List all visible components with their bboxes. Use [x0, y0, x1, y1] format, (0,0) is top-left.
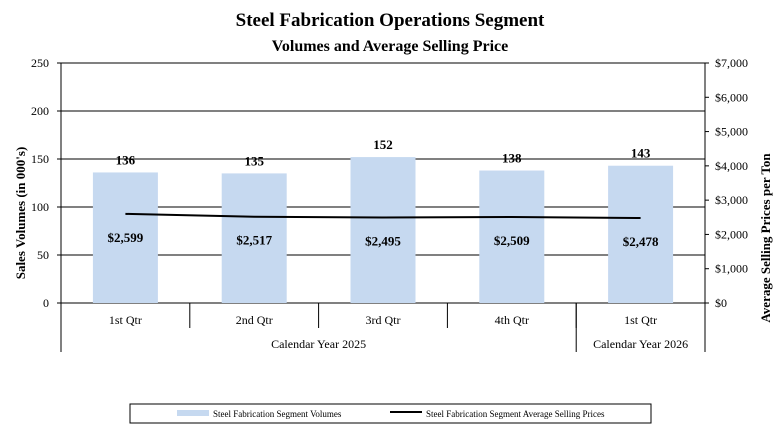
legend-label-bars: Steel Fabrication Segment Volumes — [213, 409, 342, 419]
y-axis-title: Sales Volumes (in 000's) — [13, 147, 28, 280]
bar — [608, 165, 674, 303]
y2-tick-label: $0 — [715, 296, 727, 310]
y-tick-label: 100 — [31, 200, 49, 214]
y-tick-label: 250 — [31, 56, 49, 70]
category-label: 1st Qtr — [624, 313, 657, 327]
y2-tick-label: $2,000 — [715, 227, 748, 241]
bar — [479, 170, 545, 303]
category-label: 2nd Qtr — [236, 313, 273, 327]
y2-tick-label: $4,000 — [715, 159, 748, 173]
price-value-label: $2,478 — [623, 234, 659, 249]
legend-swatch-bars — [177, 410, 209, 416]
y2-tick-label: $7,000 — [715, 56, 748, 70]
y2-axis-title: Average Selling Prices per Ton — [758, 153, 773, 323]
y2-tick-label: $6,000 — [715, 90, 748, 104]
bar-value-label: 152 — [373, 137, 393, 152]
y-tick-label: 200 — [31, 104, 49, 118]
price-line — [125, 212, 641, 220]
price-value-label: $2,495 — [365, 233, 401, 248]
bar — [350, 157, 416, 303]
bar-value-label: 143 — [631, 146, 651, 161]
price-value-label: $2,517 — [236, 233, 272, 248]
legend-box — [129, 403, 652, 424]
y2-tick-label: $1,000 — [715, 262, 748, 276]
category-label: 3rd Qtr — [366, 313, 401, 327]
bar-value-label: 138 — [502, 151, 522, 166]
chart-subtitle: Volumes and Average Selling Price — [271, 38, 509, 55]
bar — [221, 173, 287, 303]
group-label: Calendar Year 2025 — [271, 337, 366, 351]
bar — [92, 172, 158, 303]
category-label: 4th Qtr — [495, 313, 529, 327]
y-tick-label: 150 — [31, 152, 49, 166]
price-value-label: $2,509 — [494, 233, 530, 248]
price-value-label: $2,599 — [108, 230, 144, 245]
bar-value-label: 136 — [116, 152, 136, 167]
bar-value-label: 135 — [244, 153, 264, 168]
y-tick-label: 0 — [43, 296, 49, 310]
y2-tick-label: $3,000 — [715, 193, 748, 207]
group-label: Calendar Year 2026 — [593, 337, 688, 351]
legend-label-line: Steel Fabrication Segment Average Sellin… — [426, 409, 605, 419]
y2-tick-label: $5,000 — [715, 125, 748, 139]
chart-title: Steel Fabrication Operations Segment — [235, 10, 545, 31]
y-tick-label: 50 — [37, 248, 49, 262]
category-label: 1st Qtr — [109, 313, 142, 327]
